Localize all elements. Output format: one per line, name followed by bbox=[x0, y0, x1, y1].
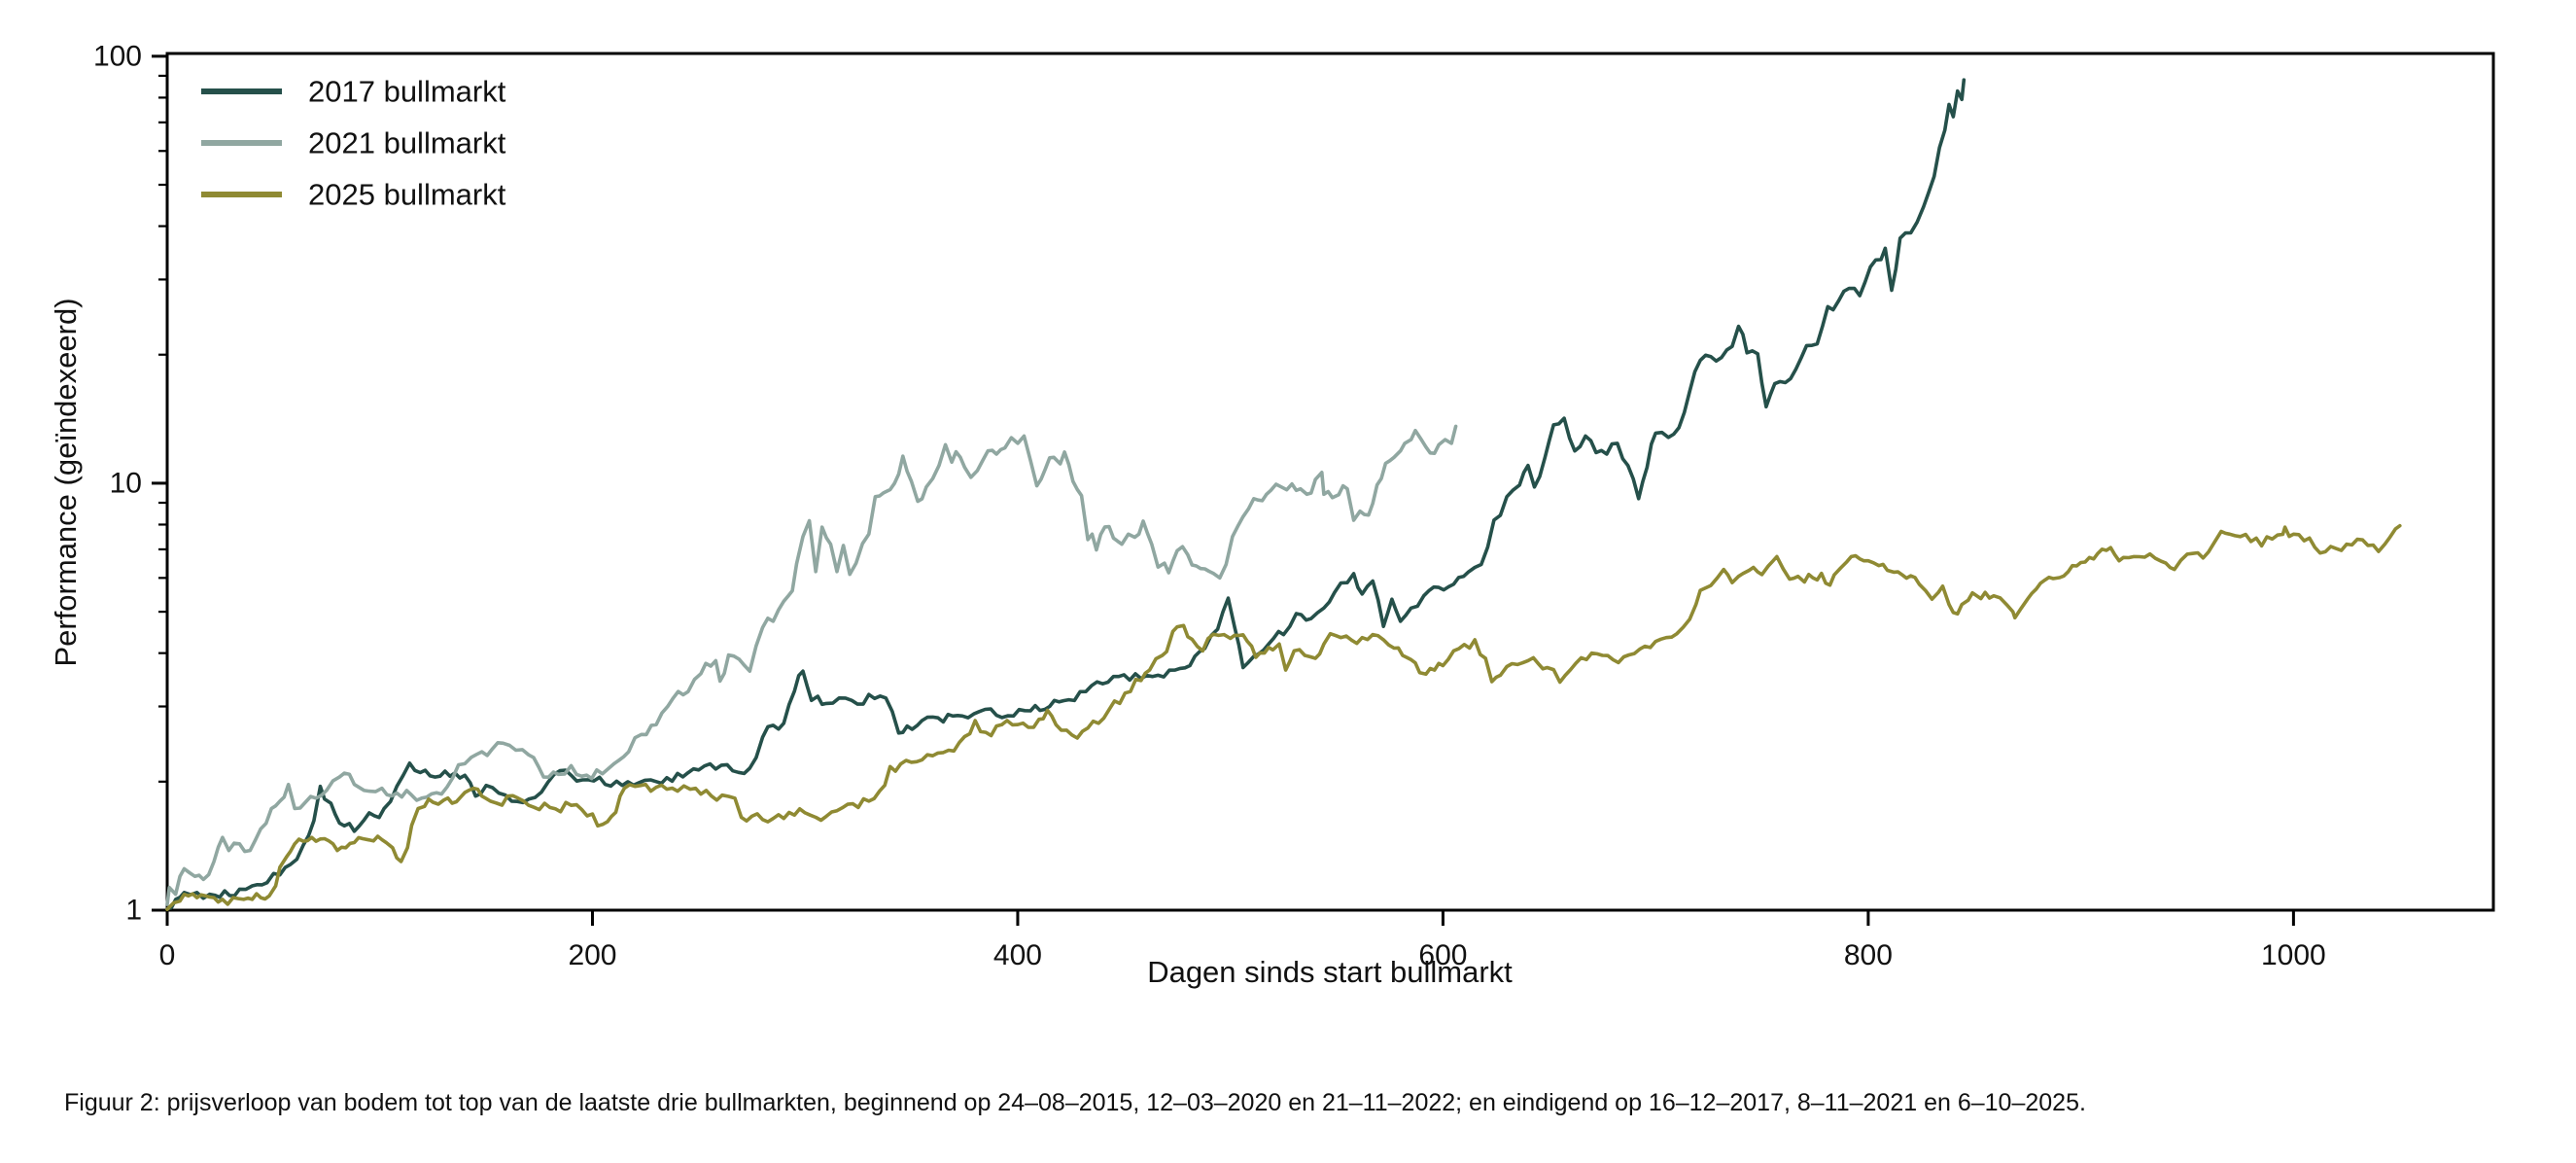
legend-label-2017: 2017 bullmarkt bbox=[308, 75, 506, 109]
x-tick-label: 0 bbox=[159, 939, 176, 971]
x-axis-label: Dagen sinds start bullmarkt bbox=[1147, 955, 1513, 989]
axis-ticks: 0 200 400 600 800 1000 1 10 100 bbox=[93, 40, 2326, 971]
plot-area-frame bbox=[165, 52, 2495, 912]
y-tick-label: 1 bbox=[125, 895, 142, 927]
x-tick-label: 600 bbox=[1418, 939, 1467, 971]
series-line-2021 bbox=[165, 424, 1458, 906]
x-tick-label: 200 bbox=[568, 939, 616, 971]
y-axis-label: Performance (geïndexeerd) bbox=[49, 298, 83, 666]
legend: 2017 bullmarkt 2021 bullmarkt 2025 bullm… bbox=[201, 75, 506, 212]
series-line-2025 bbox=[165, 523, 2402, 911]
x-tick-label: 800 bbox=[1844, 939, 1893, 971]
y-tick-label: 10 bbox=[110, 467, 142, 499]
y-tick-label: 100 bbox=[93, 40, 142, 72]
x-tick-label: 400 bbox=[993, 939, 1042, 971]
legend-label-2021: 2021 bullmarkt bbox=[308, 126, 506, 160]
series-line-2017 bbox=[165, 78, 1967, 911]
series-lines bbox=[165, 78, 2402, 911]
legend-label-2025: 2025 bullmarkt bbox=[308, 178, 506, 212]
figure-caption: Figuur 2: prijsverloop van bodem tot top… bbox=[64, 1089, 2086, 1116]
x-tick-label: 1000 bbox=[2261, 939, 2326, 971]
